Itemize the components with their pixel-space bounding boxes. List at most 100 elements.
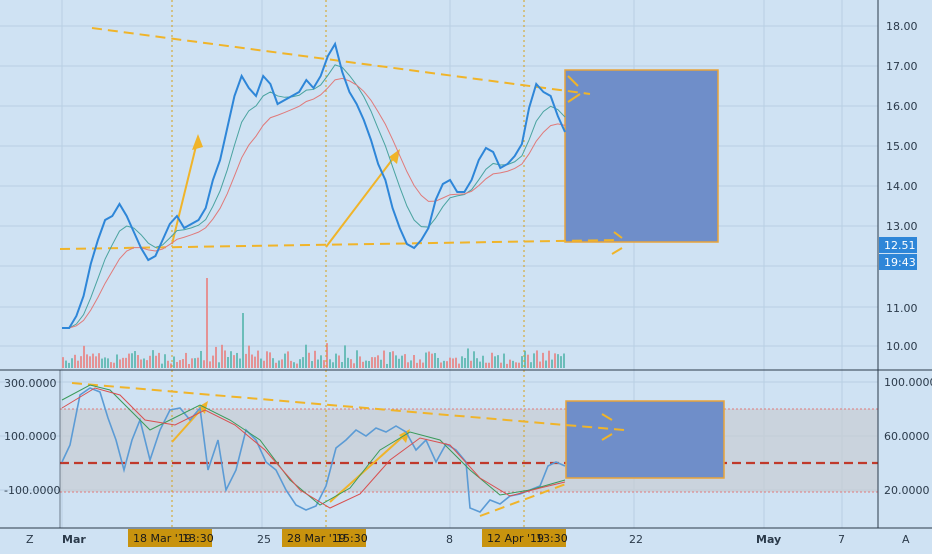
event-labels: 18 Mar '19 13:30 28 Mar '19 15:30 12 Apr… (128, 529, 568, 547)
volume-bar (167, 360, 169, 368)
event-label-1-time: 13:30 (182, 532, 214, 545)
volume-bar (368, 360, 370, 368)
volume-bar (548, 350, 550, 368)
volume-bar (311, 361, 313, 368)
volume-bar (107, 358, 109, 368)
price-target-box (564, 69, 719, 243)
volume-bar (500, 362, 502, 368)
volume-bar (92, 353, 94, 368)
volume-bar (158, 352, 160, 368)
volume-bar (203, 360, 205, 368)
volume-bar (176, 361, 178, 368)
volume-bar (410, 360, 412, 368)
volume-bar (71, 358, 73, 368)
volume-bar (551, 359, 553, 368)
volume-bar (197, 357, 199, 368)
volume-bar (545, 360, 547, 368)
volume-bar (257, 350, 259, 368)
volume-bar (401, 355, 403, 368)
volume-bar (359, 356, 361, 368)
volume-bar (503, 353, 505, 368)
osc-left-tick-label: 100.0000 (4, 430, 57, 443)
volume-bar (293, 362, 295, 368)
volume-bar (365, 360, 367, 368)
countdown-label-bg (879, 254, 917, 270)
last-price-label: 12.51 (884, 239, 916, 252)
volume-bar (299, 359, 301, 368)
osc-left-tick-label: 300.0000 (4, 377, 57, 390)
x-tick-label: 7 (838, 533, 845, 546)
volume-bars (62, 278, 565, 368)
volume-bar (296, 363, 298, 368)
volume-bar (542, 352, 544, 368)
volume-bar (485, 362, 487, 368)
volume-bar (290, 360, 292, 368)
volume-bar (224, 350, 226, 368)
osc-impulse-arrow-2 (329, 431, 409, 503)
volume-bar (395, 355, 397, 368)
volume-bar (233, 355, 235, 368)
volume-bar (143, 358, 145, 368)
trend-lines (59, 27, 625, 517)
volume-bar (188, 363, 190, 368)
volume-bar (473, 351, 475, 368)
volume-bar (335, 353, 337, 368)
osc-resistance-trendline (71, 382, 625, 431)
volume-bar (557, 354, 559, 368)
event-label-1-date: 18 Mar '19 (133, 532, 192, 545)
volume-bar (422, 362, 424, 368)
volume-bar (215, 346, 217, 368)
volume-bar (191, 358, 193, 368)
volume-bar (494, 356, 496, 368)
projection-dash-low-2 (611, 247, 623, 255)
volume-bar (236, 352, 238, 368)
volume-bar (170, 363, 172, 368)
volume-bar (77, 360, 79, 368)
volume-bar (470, 360, 472, 368)
volume-bar (521, 356, 523, 368)
volume-bar (284, 353, 286, 368)
volume-bar (434, 353, 436, 368)
volume-bar (212, 355, 214, 368)
impulse-arrows (171, 134, 410, 503)
volume-bar (134, 351, 136, 368)
event-label-2-date: 28 Mar '19 (287, 532, 346, 545)
last-price-label-bg (879, 237, 917, 253)
volume-bar (269, 352, 271, 368)
volume-bar (146, 360, 148, 368)
impulse-arrow-2 (325, 151, 399, 248)
event-label-3-date: 12 Apr '19 (487, 532, 544, 545)
volume-bar (209, 361, 211, 368)
osc-impulse-arrow-2-head (399, 429, 410, 443)
volume-bar (482, 355, 484, 368)
volume-bar (479, 361, 481, 368)
volume-bar (356, 350, 358, 368)
osc-projection-dash-1 (601, 413, 613, 421)
volume-bar (65, 360, 67, 368)
volume-bar (62, 357, 64, 368)
volume-bar (506, 363, 508, 368)
volume-bar (347, 357, 349, 368)
volume-bar (389, 352, 391, 368)
volume-bar (245, 353, 247, 368)
volume-bar (149, 355, 151, 368)
event-label-3-bg (482, 529, 566, 547)
volume-bar (533, 353, 535, 368)
volume-bar (185, 352, 187, 368)
price-tick-label: 10.00 (886, 340, 918, 353)
volume-bar (449, 357, 451, 368)
volume-bar (461, 356, 463, 368)
volume-bar (182, 359, 184, 368)
projection-dash-down (567, 93, 581, 103)
volume-bar (386, 363, 388, 368)
volume-bar (437, 357, 439, 368)
volume-bar (560, 356, 562, 368)
volume-bar (443, 360, 445, 368)
volume-bar (137, 355, 139, 368)
volume-bar (230, 351, 232, 368)
volume-bar (281, 359, 283, 368)
volume-bar (350, 359, 352, 368)
event-lines (171, 0, 525, 528)
